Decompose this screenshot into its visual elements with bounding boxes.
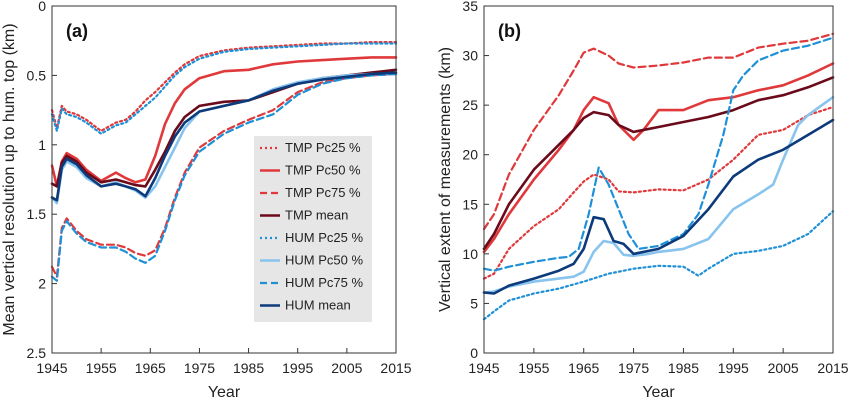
panel-b-x-tick-label: 1985 — [668, 360, 699, 376]
panel-a-series-hum-pc50 — [50, 72, 398, 205]
panel-a-series-tmp-pc50 — [50, 56, 398, 188]
legend-label: TMP Pc75 % — [285, 185, 361, 200]
legend-label: HUM Pc75 % — [285, 275, 363, 290]
panel-a-series — [50, 40, 398, 282]
panel-b-x-tick-label: 1945 — [468, 360, 499, 376]
panel-a-x-tick-label: 2005 — [331, 360, 362, 376]
panel-b-y-tick-label: 30 — [462, 48, 478, 64]
legend: TMP Pc25 % TMP Pc50 % TMP Pc75 % TMP mean HU… — [254, 136, 372, 322]
panel-b: 1945 1955 1965 1975 1985 1995 2005 2015 0 5 10 15 20… — [437, 0, 849, 400]
panel-a-y-tick-label: 2 — [38, 276, 46, 292]
panel-b-series-tmp-pc50 — [482, 62, 835, 254]
panel-b-x-tick-label: 1965 — [568, 360, 599, 376]
panel-b-series-tmp-mean — [482, 76, 835, 251]
panel-b-y-axis-label: Vertical extent of measurements (km) — [437, 47, 454, 312]
legend-label: HUM mean — [285, 298, 351, 313]
panel-a-y-tick-label: 1.5 — [27, 206, 47, 222]
panel-b-frame — [483, 5, 834, 354]
panel-b-y-tick-label: 10 — [462, 246, 478, 262]
legend-label: TMP mean — [285, 208, 348, 223]
panel-b-y-tick-label: 5 — [470, 295, 478, 311]
panel-a-x-tick-label: 1975 — [184, 360, 215, 376]
panel-a-series-tmp-pc25 — [50, 40, 398, 132]
panel-b-y-tick-label: 20 — [462, 147, 478, 163]
panel-a-y-tick-label: 0.5 — [27, 67, 47, 83]
panel-b-x-axis-label: Year — [642, 384, 675, 400]
panel-a-series-hum-mean — [50, 71, 398, 202]
panel-a-x-tick-label: 1945 — [36, 360, 67, 376]
legend-box — [254, 136, 372, 322]
panel-a-x-tick-label: 1965 — [135, 360, 166, 376]
panel-b-series-tmp-pc25 — [482, 105, 835, 280]
panel-a-title: (a) — [66, 21, 88, 41]
panel-a-y-axis-label: Mean vertical resolution up to hum. top … — [1, 23, 18, 335]
legend-label: HUM Pc25 % — [285, 230, 363, 245]
panel-b-y-tick-label: 0 — [470, 345, 478, 361]
panel-a-frame — [51, 5, 397, 354]
panel-b-x-tick-label: 2015 — [817, 360, 848, 376]
panel-b-x-tick-label: 2005 — [768, 360, 799, 376]
panel-a-x-tick-label: 2015 — [380, 360, 411, 376]
panel-b-y-tick-label: 35 — [462, 0, 478, 14]
panel-a-x-axis-label: Year — [208, 384, 241, 400]
legend-label: TMP Pc50 % — [285, 163, 361, 178]
panel-a-y-tick-label: 1 — [38, 137, 46, 153]
panel-b-y-tick-label: 15 — [462, 196, 478, 212]
panel-b-series-hum-pc75 — [482, 36, 835, 272]
panel-b-x-tick-label: 1995 — [718, 360, 749, 376]
panel-b-series-tmp-pc75 — [482, 32, 835, 231]
panel-a-series-hum-pc75 — [50, 72, 398, 282]
panel-a-y-tick-label: 2.5 — [27, 345, 47, 361]
panel-a-x-tick-label: 1955 — [86, 360, 117, 376]
panel-a-y-tick-label: 0 — [38, 0, 46, 14]
panel-a-x-tick-label: 1995 — [282, 360, 313, 376]
panel-b-x-tick-label: 1955 — [518, 360, 549, 376]
panel-b-ticks: 1945 1955 1965 1975 1985 1995 2005 2015 0 5 10 15 20… — [462, 0, 848, 376]
panel-a: 1945 1955 1965 1975 1985 1995 2005 2015 0 0.5 1 1.5… — [1, 0, 412, 400]
panel-b-y-tick-label: 25 — [462, 97, 478, 113]
panel-b-series-hum-pc25 — [482, 210, 835, 321]
panel-a-series-tmp-pc75 — [50, 72, 398, 278]
legend-label: TMP Pc25 % — [285, 140, 361, 155]
panel-b-x-tick-label: 1975 — [618, 360, 649, 376]
panel-b-series-hum-mean — [482, 118, 835, 295]
panel-a-x-tick-label: 1985 — [233, 360, 264, 376]
panel-a-ticks: 1945 1955 1965 1975 1985 1995 2005 2015 0 0.5 1 1.5… — [27, 0, 412, 376]
legend-label: HUM Pc50 % — [285, 253, 363, 268]
panel-b-series-hum-pc50 — [482, 95, 835, 294]
panel-a-series-hum-pc25 — [50, 42, 398, 135]
panel-b-series — [482, 32, 835, 321]
panel-b-title: (b) — [498, 21, 521, 41]
